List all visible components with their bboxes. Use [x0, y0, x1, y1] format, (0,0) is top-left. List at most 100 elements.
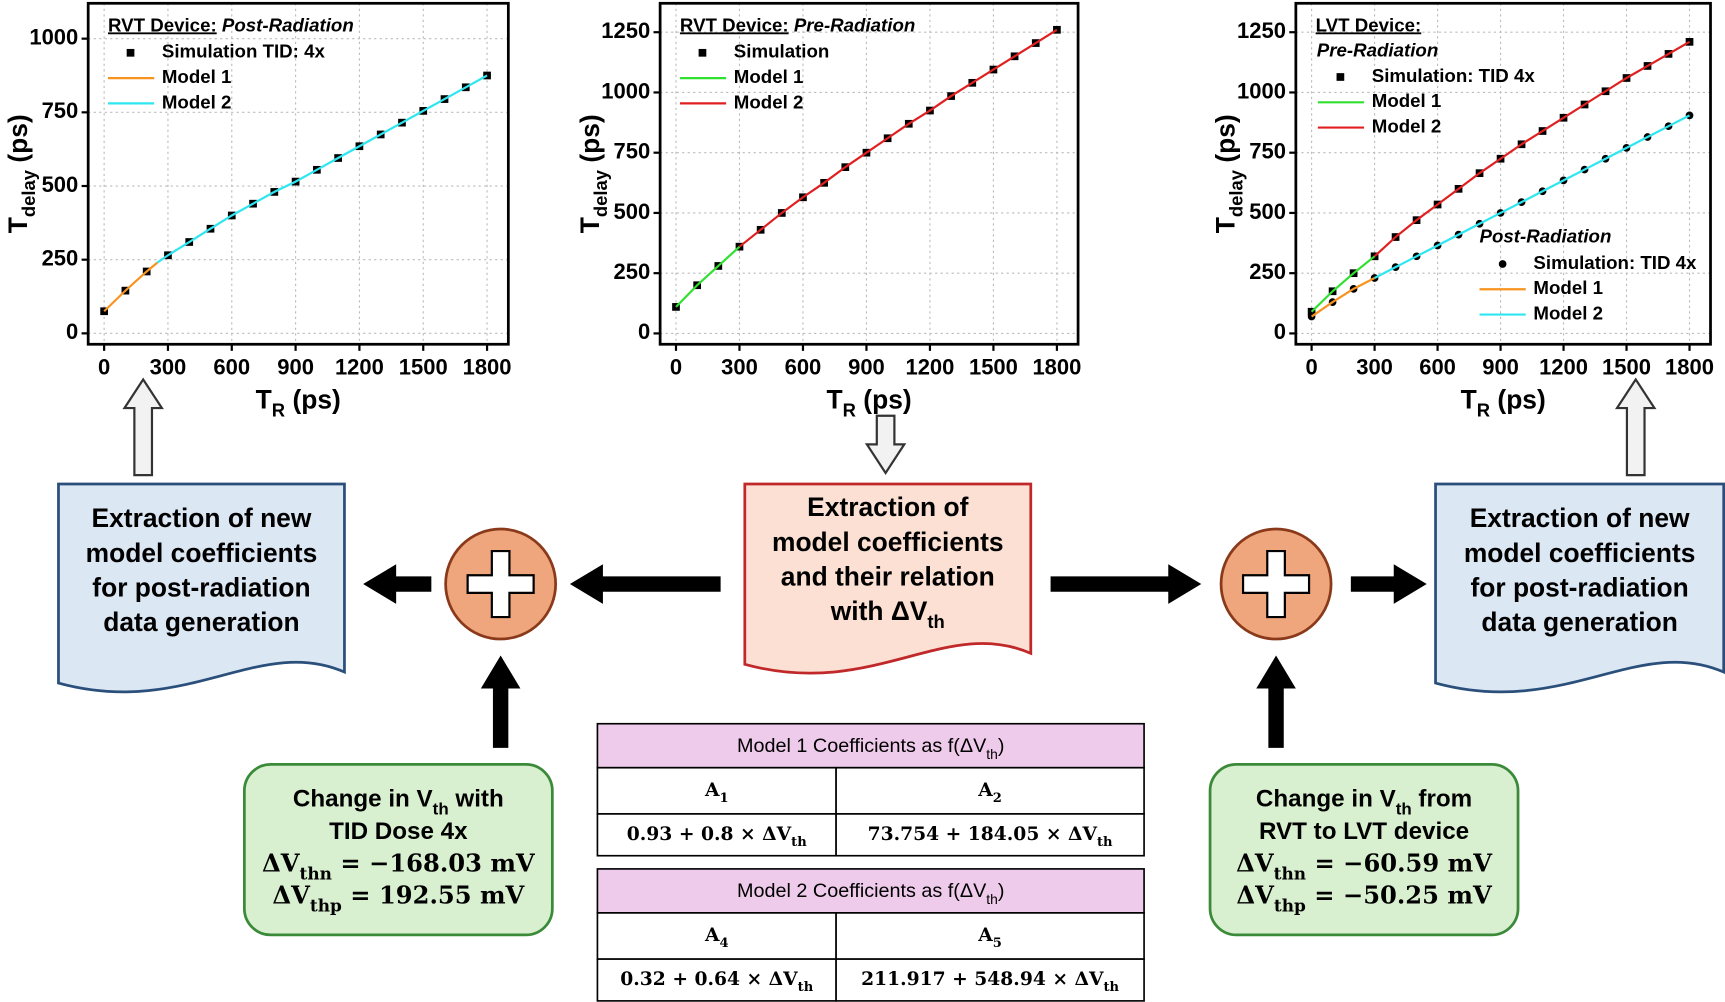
table-cell	[835, 766, 1145, 815]
model-line	[675, 245, 741, 308]
subscript: th	[1097, 835, 1113, 850]
x-tick-label: 900	[1482, 354, 1519, 379]
model-line	[156, 74, 488, 264]
text-part: ΔV	[262, 848, 301, 877]
text-part: 73.754 + 184.05 × ΔV	[868, 823, 1098, 845]
box-text: TID Dose 4x	[329, 818, 468, 845]
plus-sign	[1241, 549, 1311, 619]
subscript: 4	[719, 936, 728, 951]
text-part: A	[704, 924, 720, 946]
text-part: (ps)	[3, 114, 33, 170]
y-tick-label: 750	[1249, 139, 1286, 164]
model-line	[1310, 255, 1376, 313]
legend-title: RVT Device: Pre-Radiation	[680, 14, 915, 35]
subscript: th	[986, 745, 998, 761]
y-axis-label: Tdelay (ps)	[575, 114, 611, 233]
text-part: )	[998, 735, 1005, 757]
box-text: ΔVthp = −50.25 mV	[1236, 880, 1493, 915]
table-title-cell	[596, 868, 1145, 914]
text-part: = −50.25 mV	[1306, 880, 1493, 909]
text-part: Model 1 Coefficients as f(ΔV	[737, 735, 987, 757]
text-part: )	[998, 880, 1005, 902]
arrow	[569, 564, 721, 604]
legend-title: LVT Device:	[1316, 14, 1422, 35]
table-cell	[596, 958, 837, 1002]
x-tick-label: 0	[670, 354, 682, 379]
legend-subtitle: Post-Radiation	[1480, 226, 1612, 247]
subscript: th	[986, 891, 998, 907]
subscript: th	[1396, 800, 1412, 819]
text-part: ΔV	[1236, 880, 1275, 909]
box-text: Extraction of new	[1470, 503, 1690, 533]
text-part: = −168.03 mV	[332, 848, 536, 877]
subscript: R	[272, 400, 285, 421]
y-tick-label: 250	[1249, 259, 1286, 284]
x-tick-label: 300	[721, 354, 758, 379]
legend-marker	[1336, 73, 1345, 81]
y-tick-label: 1000	[601, 78, 650, 103]
table-cell-text: 73.754 + 184.05 × ΔVth	[868, 823, 1113, 850]
box-text: Change in Vth with	[293, 786, 504, 819]
table-cell-text: 0.32 + 0.64 × ΔVth	[620, 968, 813, 995]
table-cell	[835, 813, 1145, 857]
model-line	[738, 28, 1058, 248]
text-part: (ps)	[285, 384, 341, 414]
x-tick-label: 600	[213, 354, 250, 379]
table-cell-text: 211.917 + 548.94 × ΔVth	[861, 968, 1119, 995]
arrow	[1350, 564, 1427, 604]
box-text: model coefficients	[1464, 538, 1696, 568]
text-part: 0.32 + 0.64 × ΔV	[620, 968, 798, 990]
table-header: A4	[704, 924, 729, 951]
y-tick-label: 0	[66, 319, 78, 344]
text-part: from	[1412, 786, 1472, 813]
x-tick-label: 1500	[969, 354, 1018, 379]
text-part: with ΔV	[830, 596, 928, 626]
box-text: ΔVthn = −60.59 mV	[1236, 848, 1493, 883]
text-part: T	[575, 217, 605, 233]
x-tick-label: 1200	[1539, 354, 1588, 379]
text-part: ΔV	[272, 880, 311, 909]
box-text: for post-radiation	[1470, 573, 1688, 603]
text-part: T	[827, 384, 843, 414]
text-part: with	[449, 786, 504, 813]
x-tick-label: 600	[1419, 354, 1456, 379]
legend-label: Model 1	[1372, 90, 1442, 111]
legend-marker	[126, 48, 135, 57]
legend-label: Model 1	[1533, 277, 1603, 298]
subscript: th	[798, 980, 814, 995]
plot-area	[88, 3, 509, 345]
y-tick-label: 750	[614, 139, 651, 164]
y-tick-label: 0	[1274, 319, 1286, 344]
legend-label: Simulation	[734, 41, 830, 62]
document-box	[1434, 482, 1725, 694]
legend-label: Model 2	[1533, 303, 1603, 324]
legend-title-device: LVT Device:	[1316, 14, 1422, 35]
subscript: R	[1477, 400, 1490, 421]
x-tick-label: 1800	[1032, 354, 1081, 379]
subscript: R	[843, 400, 856, 421]
box-text: ΔVthp = 192.55 mV	[272, 880, 525, 915]
subscript: th	[791, 835, 807, 850]
subscript: th	[1104, 980, 1120, 995]
box-text: Extraction of	[807, 492, 968, 522]
text-part: (ps)	[1211, 114, 1241, 170]
legend-marker	[698, 48, 707, 57]
y-tick-label: 250	[42, 245, 79, 270]
y-tick-label: 1250	[1237, 18, 1286, 43]
text-part: T	[1461, 384, 1477, 414]
legend-title: RVT Device: Post-Radiation	[108, 14, 354, 35]
subscript: th	[927, 612, 944, 633]
y-tick-label: 750	[42, 98, 79, 123]
table-cell	[596, 766, 837, 815]
subscript: thn	[300, 863, 332, 883]
arrow	[480, 655, 521, 748]
box-text: for post-radiation	[92, 573, 310, 603]
y-tick-label: 0	[638, 319, 650, 344]
x-tick-label: 1200	[335, 354, 384, 379]
model-line	[1374, 114, 1691, 279]
plot-frame	[86, 1, 510, 346]
text-part: A	[977, 779, 993, 801]
text-part: 0.93 + 0.8 × ΔV	[627, 823, 792, 845]
